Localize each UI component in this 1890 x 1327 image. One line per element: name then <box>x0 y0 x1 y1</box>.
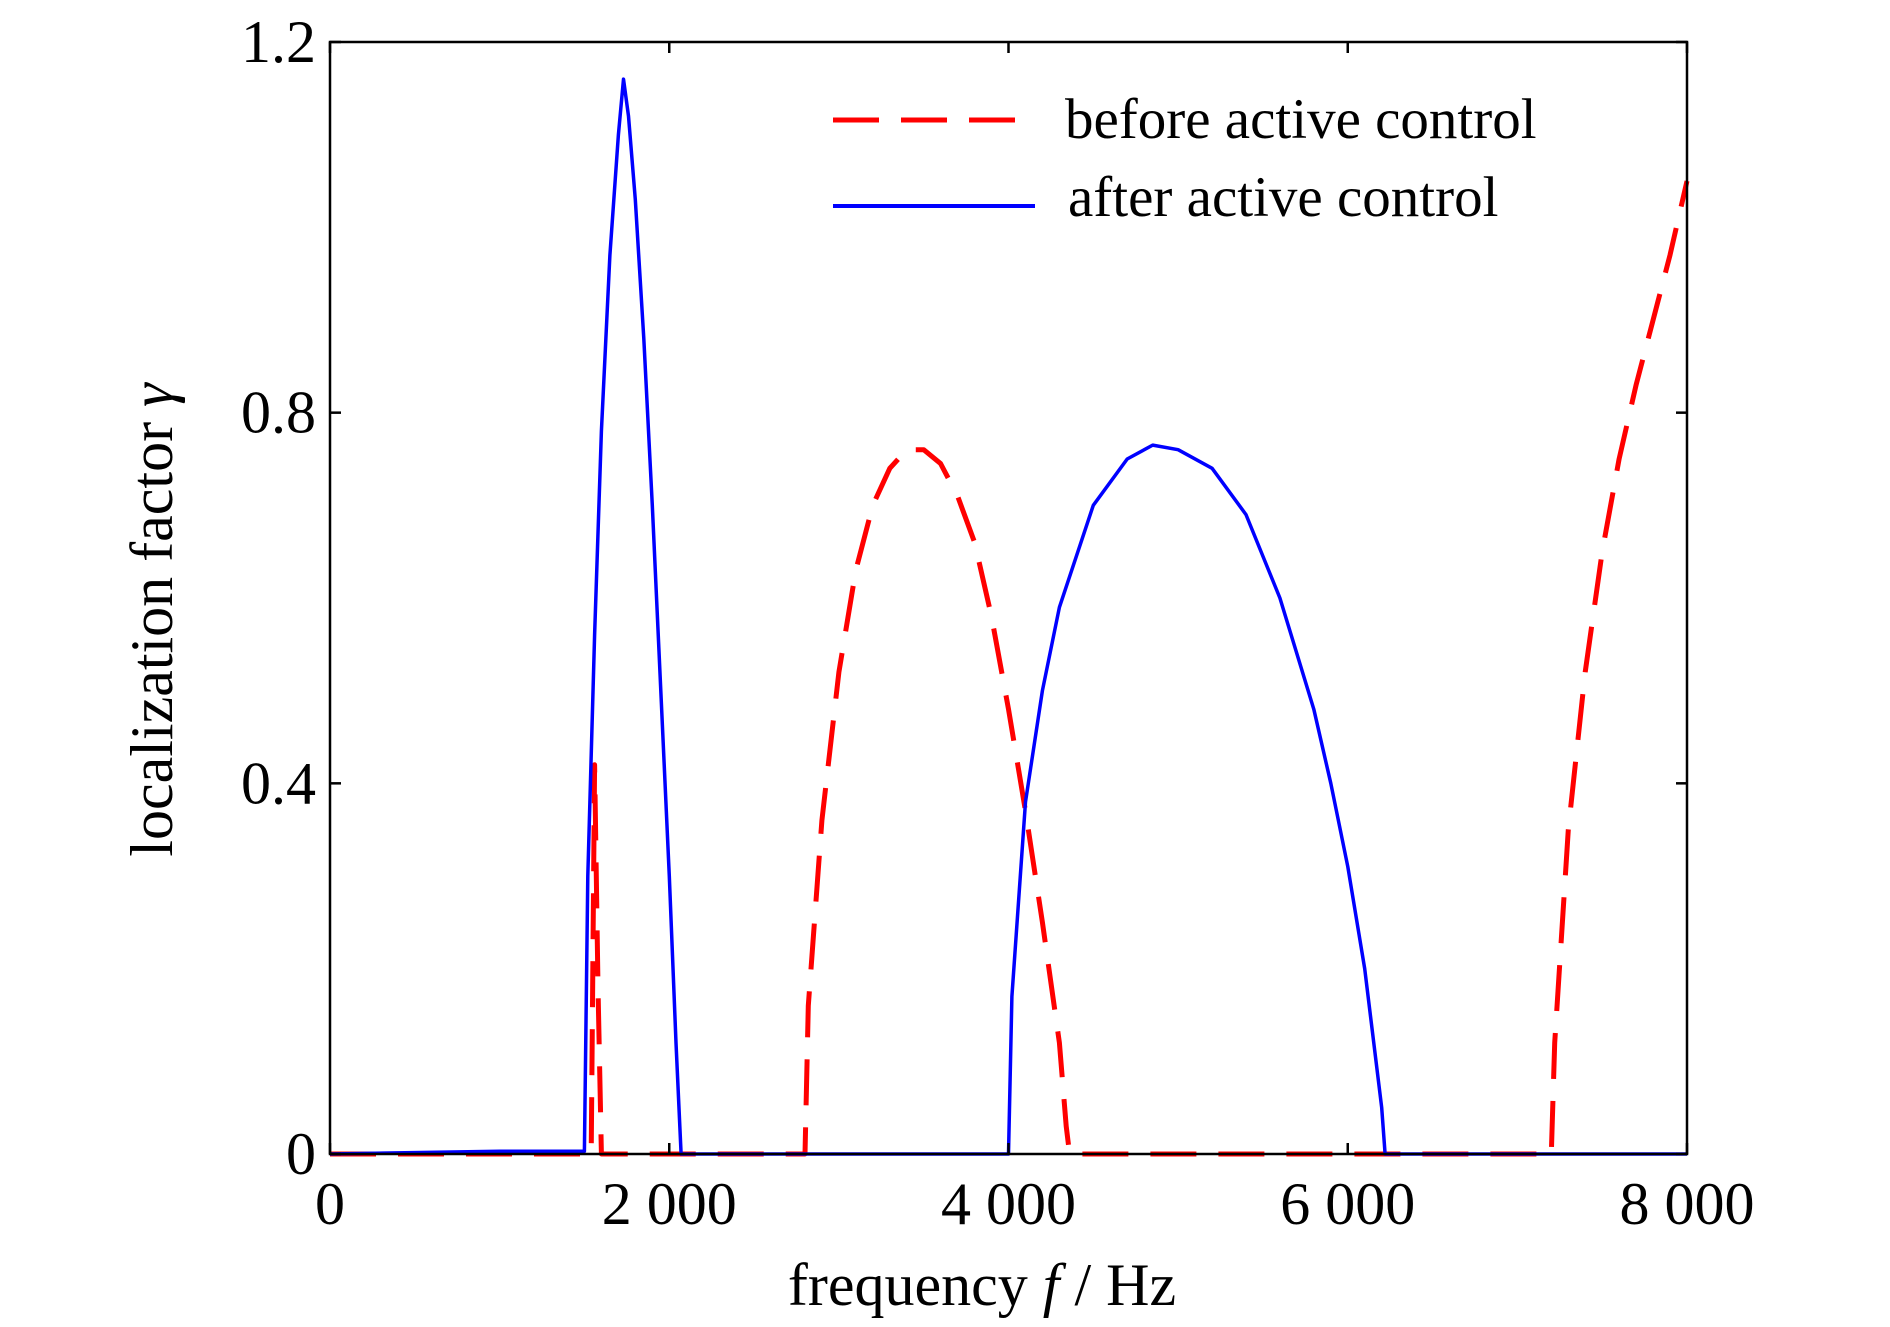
y-axis-title-var: γ <box>119 382 185 407</box>
x-tick-label: 0 <box>315 1171 345 1237</box>
y-tick-label: 0 <box>286 1121 316 1187</box>
legend-label-before: before active control <box>1065 88 1537 151</box>
legend: before active control after active contr… <box>833 88 1537 229</box>
x-tick-label: 6 000 <box>1280 1171 1415 1237</box>
x-tick-label: 8 000 <box>1620 1171 1755 1237</box>
y-axis-title-prefix: localization factor <box>119 407 185 857</box>
x-axis-title-suffix: / Hz <box>1059 1252 1176 1318</box>
y-axis-title: localization factor γ <box>119 382 185 857</box>
series-layer <box>329 77 1690 1157</box>
x-tick-label: 4 000 <box>941 1171 1076 1237</box>
series-line-before <box>330 180 1690 1157</box>
y-tick-label: 0.8 <box>241 380 316 446</box>
y-tick-label: 1.2 <box>241 9 316 75</box>
x-axis-title-prefix: frequency <box>788 1252 1043 1318</box>
x-tick-label: 2 000 <box>602 1171 737 1237</box>
x-axis-title: frequency f / Hz <box>788 1252 1176 1318</box>
y-tick-label: 0.4 <box>241 750 316 816</box>
tick-layer: 0 2 000 4 000 6 000 8 000 0 0.4 0.8 1.2 <box>241 9 1755 1237</box>
legend-label-after: after active control <box>1068 166 1498 229</box>
series-line-after <box>329 77 1687 1156</box>
